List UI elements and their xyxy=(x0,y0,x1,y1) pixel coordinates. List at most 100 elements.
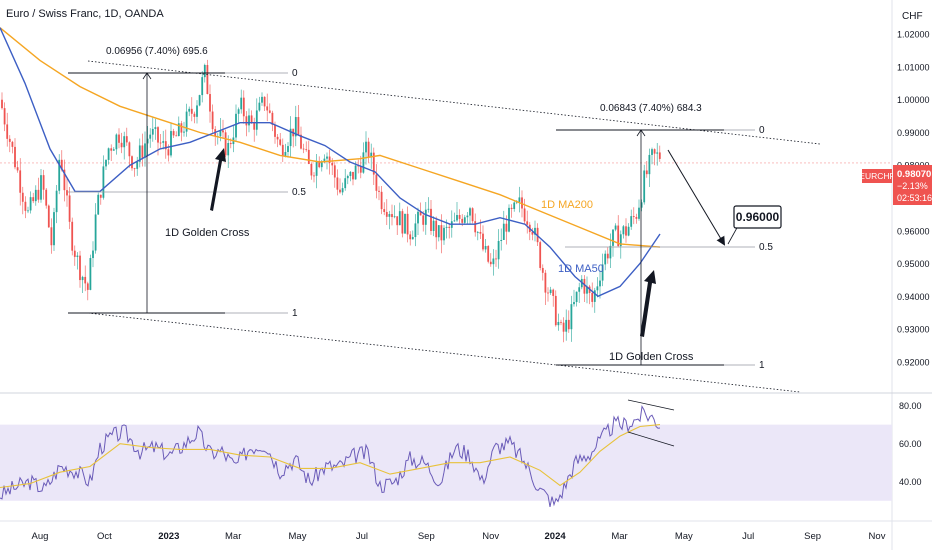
candle xyxy=(263,96,266,112)
candle xyxy=(583,275,586,303)
candle xyxy=(94,203,97,254)
candle xyxy=(414,214,417,247)
candle xyxy=(635,213,638,224)
candle xyxy=(34,185,37,206)
candle xyxy=(125,127,128,146)
price-tick-label: 0.95000 xyxy=(897,259,930,269)
rsi-ma-line xyxy=(0,424,661,489)
symbol-title[interactable]: Euro / Swiss Franc, 1D, OANDA xyxy=(6,8,164,20)
candle xyxy=(1,92,3,110)
time-tick-label: 2023 xyxy=(158,531,179,542)
candle xyxy=(29,191,32,214)
ma200-line xyxy=(0,27,661,248)
candle xyxy=(469,206,471,225)
candle xyxy=(97,192,100,215)
candle xyxy=(567,310,570,333)
candle xyxy=(344,169,347,191)
candle xyxy=(365,131,367,165)
candle xyxy=(560,319,562,326)
candle xyxy=(554,290,557,327)
candle xyxy=(66,178,68,207)
ticker-tag xyxy=(862,169,892,183)
candle xyxy=(531,227,534,241)
candle xyxy=(24,196,27,219)
candle xyxy=(456,202,458,222)
candle xyxy=(565,309,568,341)
candle xyxy=(149,128,152,148)
candle xyxy=(385,199,388,225)
time-tick-label: May xyxy=(289,531,307,542)
candle xyxy=(497,229,500,269)
candle xyxy=(625,218,627,243)
candle xyxy=(242,90,245,124)
candle xyxy=(245,111,248,137)
candle xyxy=(237,107,240,124)
candle xyxy=(209,84,211,123)
candle xyxy=(42,169,45,200)
candle xyxy=(37,177,40,203)
candle xyxy=(68,187,71,230)
price-tag-countdown: 02:53:16 xyxy=(897,193,932,203)
rsi-wedge-upper xyxy=(627,399,675,411)
candle xyxy=(6,112,9,147)
candle xyxy=(617,215,620,247)
candle xyxy=(185,103,188,137)
candle xyxy=(196,100,198,124)
candle xyxy=(198,94,201,107)
price-tick-label: 0.96000 xyxy=(897,226,930,236)
price-tick-label: 0.93000 xyxy=(897,325,930,335)
candle xyxy=(333,162,336,188)
candle xyxy=(424,202,427,235)
candle xyxy=(16,160,19,173)
candle xyxy=(53,207,55,251)
candle xyxy=(302,143,305,154)
candle xyxy=(177,116,180,137)
price-tick-label: 1.01000 xyxy=(897,62,930,72)
fib-left-label-1: 1 xyxy=(292,308,298,319)
candle xyxy=(544,269,547,305)
candle xyxy=(50,218,53,254)
candle xyxy=(180,120,183,142)
candle xyxy=(201,71,204,103)
candle xyxy=(268,103,271,114)
candle xyxy=(466,211,469,224)
candle xyxy=(159,134,162,148)
candle xyxy=(341,182,344,196)
measure-left-label: 0.06956 (7.40%) 695.6 xyxy=(106,46,208,57)
candle xyxy=(190,97,193,122)
rsi-wedge-lower xyxy=(627,431,675,447)
candle xyxy=(401,208,404,238)
candle xyxy=(211,104,214,133)
candle xyxy=(562,317,565,343)
channel-lower-line xyxy=(87,312,801,393)
candle xyxy=(495,249,497,267)
price-tag-change: −2.13% xyxy=(897,181,928,191)
candle xyxy=(378,186,380,201)
candle xyxy=(653,148,656,166)
candle xyxy=(487,245,490,264)
candle xyxy=(255,98,258,136)
candle xyxy=(591,282,594,308)
price-tag-value: 0.98070 xyxy=(897,169,931,180)
candle xyxy=(404,213,406,234)
candle xyxy=(258,96,261,112)
candle xyxy=(206,59,209,95)
candle xyxy=(604,250,607,271)
fib-right-label-0: 0 xyxy=(759,125,765,136)
candle xyxy=(638,199,640,221)
candle xyxy=(601,253,604,287)
candle xyxy=(648,148,651,187)
measure-right-arrow-top xyxy=(636,129,646,137)
candle xyxy=(175,131,178,137)
rsi-line xyxy=(0,405,661,507)
candle xyxy=(133,167,136,177)
candle xyxy=(380,185,383,215)
candle xyxy=(606,247,609,264)
candle xyxy=(313,172,315,183)
candle xyxy=(45,187,48,209)
candle xyxy=(367,137,370,163)
candle xyxy=(458,209,461,224)
candle xyxy=(500,228,503,251)
candle xyxy=(409,231,412,246)
time-tick-label: Aug xyxy=(32,531,49,542)
